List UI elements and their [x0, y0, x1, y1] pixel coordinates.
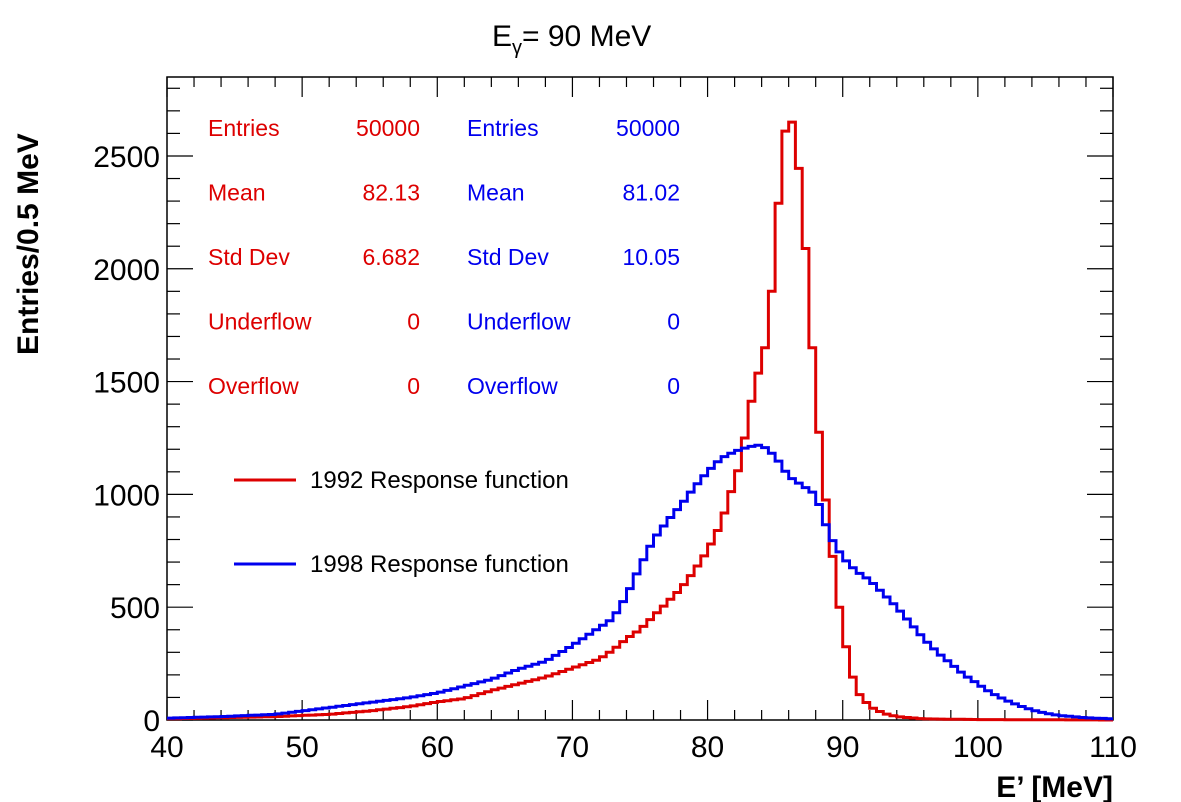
stats-label: Entries — [208, 115, 280, 141]
legend: 1992 Response function 1998 Response func… — [234, 467, 569, 578]
x-tick-label: 90 — [826, 731, 859, 764]
stats-value: 0 — [407, 309, 420, 335]
x-tick-label: 50 — [285, 731, 318, 764]
series-lines — [167, 120, 1113, 722]
stats-value: 10.05 — [622, 244, 680, 270]
legend-label: 1998 Response function — [310, 551, 569, 578]
stats-label: Underflow — [467, 309, 571, 335]
stats-value: 82.13 — [362, 180, 420, 206]
x-tick-label: 110 — [1089, 731, 1137, 764]
stats-panels: Entries 50000 Mean 82.13 Std Dev 6.682 Underfl… — [208, 115, 680, 399]
stats-value: 81.02 — [622, 180, 680, 206]
chart-title-main: E — [492, 20, 512, 53]
series-line-1992 — [167, 120, 1113, 722]
stats-value: 0 — [667, 373, 680, 399]
axis-ticks — [166, 77, 1114, 721]
plot-frame — [166, 76, 1114, 721]
stats-value: 50000 — [356, 115, 420, 141]
stats-label: Underflow — [208, 309, 312, 335]
stats-value: 50000 — [616, 115, 680, 141]
y-tick-label: 0 — [143, 705, 160, 738]
x-tick-label: 80 — [691, 731, 724, 764]
y-tick-label: 2000 — [93, 254, 160, 287]
legend-label: 1992 Response function — [310, 467, 569, 494]
stats-label: Mean — [467, 180, 525, 206]
x-tick-label: 40 — [150, 731, 183, 764]
y-tick-label: 2500 — [93, 141, 160, 174]
stats-label: Std Dev — [467, 244, 549, 270]
tick-labels: 40 50 60 70 80 90 100 110 0 500 1000 1500 2000 2500 — [93, 141, 1137, 764]
x-tick-label: 100 — [953, 731, 1003, 764]
series-line-1998 — [167, 443, 1113, 721]
y-tick-label: 1000 — [93, 479, 160, 512]
chart-title: Eγ= 90 MeV — [492, 20, 651, 59]
stats-label: Mean — [208, 180, 266, 206]
chart-title-sub: γ — [512, 37, 522, 59]
stats-value: 0 — [667, 309, 680, 335]
stats-label: Entries — [467, 115, 539, 141]
x-tick-label: 70 — [556, 731, 589, 764]
stats-value: 6.682 — [362, 244, 420, 270]
y-tick-label: 500 — [110, 592, 160, 625]
stats-label: Std Dev — [208, 244, 290, 270]
stats-label: Overflow — [467, 373, 558, 399]
y-axis-title: Entries/0.5 MeV — [12, 133, 45, 355]
chart-title-rest: = 90 MeV — [522, 20, 651, 53]
stats-label: Overflow — [208, 373, 299, 399]
y-tick-label: 1500 — [93, 367, 160, 400]
stats-value: 0 — [407, 373, 420, 399]
x-axis-title: E’ [MeV] — [996, 771, 1113, 802]
x-tick-label: 60 — [421, 731, 454, 764]
